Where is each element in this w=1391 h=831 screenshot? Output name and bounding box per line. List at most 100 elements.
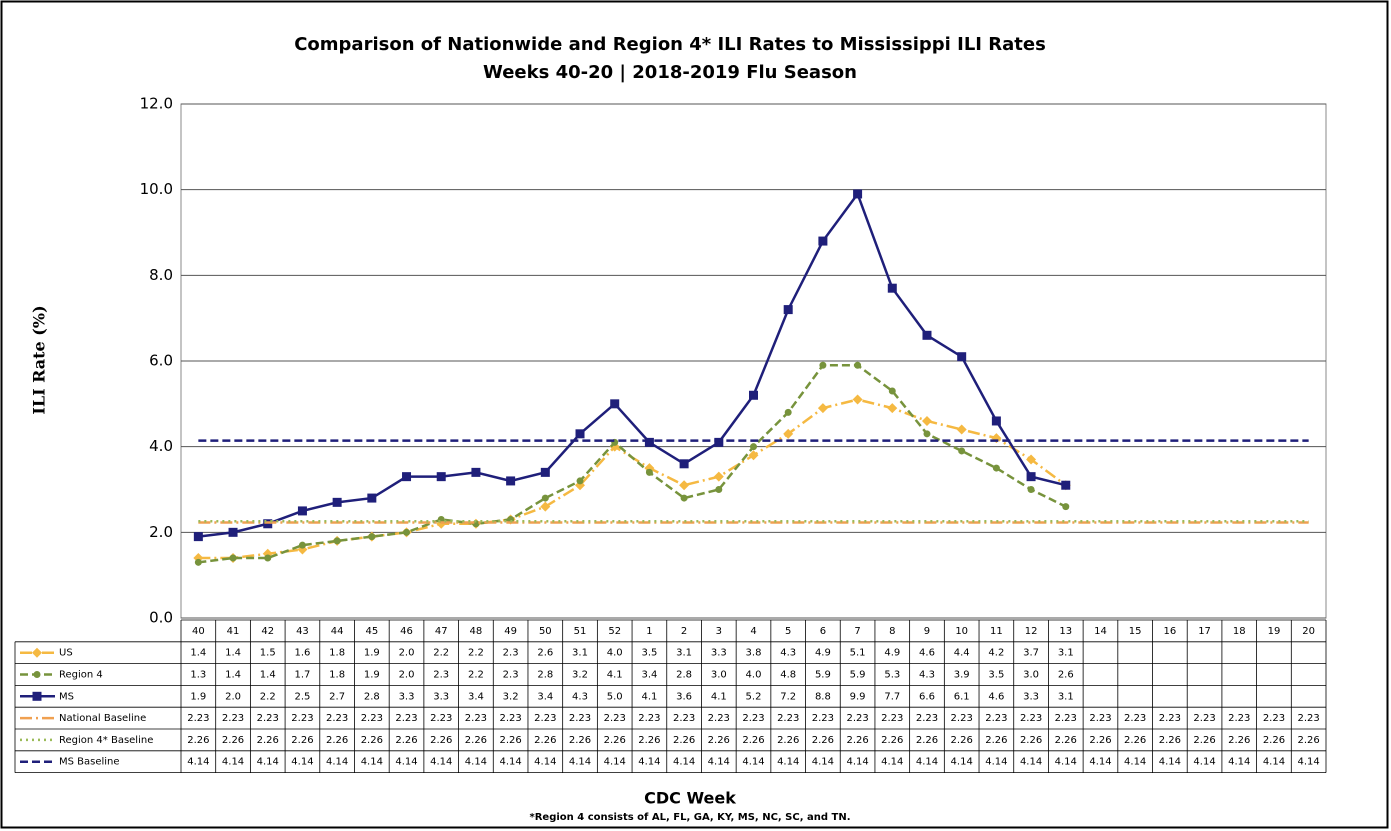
table-value: 2.0	[399, 648, 415, 659]
marker	[852, 394, 863, 405]
table-value: 2.26	[395, 735, 417, 746]
table-value: 2.23	[1124, 713, 1146, 724]
marker	[853, 189, 863, 199]
table-value: 4.3	[572, 691, 588, 702]
x-tick-label: 45	[365, 626, 378, 637]
table-value: 4.6	[919, 648, 935, 659]
y-axis-label: ILI Rate (%)	[30, 305, 49, 414]
table-value: 4.14	[1020, 757, 1042, 768]
marker	[714, 437, 724, 447]
table-value: 6.1	[954, 691, 970, 702]
table-value: 2.23	[499, 713, 521, 724]
table-value: 2.23	[1228, 713, 1250, 724]
table-value: 3.3	[711, 648, 727, 659]
table-value: 2.23	[1055, 713, 1077, 724]
table-value: 4.14	[395, 757, 417, 768]
legend-marker	[33, 671, 41, 678]
table-value: 4.1	[711, 691, 727, 702]
marker	[576, 477, 584, 485]
table-value: 2.6	[537, 648, 553, 659]
table-value: 3.1	[1058, 648, 1074, 659]
table-value: 2.26	[430, 735, 452, 746]
table-value: 2.0	[225, 691, 241, 702]
marker	[750, 443, 757, 451]
table-value: 5.9	[815, 670, 831, 681]
legend-label: MS	[59, 691, 74, 702]
table-value: 2.8	[364, 691, 380, 702]
table-value: 4.3	[780, 648, 796, 659]
table-value: 3.9	[954, 670, 970, 681]
marker	[991, 416, 1001, 426]
table-value: 3.0	[711, 670, 727, 681]
table-value: 2.23	[569, 713, 591, 724]
table-value: 2.6	[1058, 670, 1074, 681]
table-value: 2.23	[604, 713, 626, 724]
table-value: 3.3	[399, 691, 415, 702]
marker	[228, 527, 238, 537]
table-value: 1.7	[294, 670, 310, 681]
table-value: 2.23	[326, 713, 348, 724]
table-value: 1.3	[190, 670, 206, 681]
marker	[367, 493, 377, 503]
x-tick-label: 46	[400, 626, 413, 637]
table-value: 4.14	[985, 757, 1007, 768]
y-tick-label: 12.0	[140, 95, 173, 113]
legend-label: Region 4	[59, 670, 103, 681]
table-value: 2.23	[534, 713, 556, 724]
x-tick-label: 51	[574, 626, 587, 637]
table-value: 4.14	[187, 757, 209, 768]
marker	[1026, 454, 1037, 465]
marker	[715, 486, 723, 493]
series-line	[198, 191, 1067, 538]
table-value: 2.23	[708, 713, 730, 724]
y-tick-label: 0.0	[149, 609, 173, 627]
table-value: 2.26	[742, 735, 764, 746]
table-value: 2.26	[708, 735, 730, 746]
table-value: 2.26	[777, 735, 799, 746]
x-tick-label: 52	[608, 626, 621, 637]
table-value: 4.14	[534, 757, 556, 768]
table-value: 4.14	[777, 757, 799, 768]
table-value: 2.23	[1020, 713, 1042, 724]
table-value: 3.4	[641, 670, 657, 681]
x-tick-label: 40	[192, 626, 205, 637]
table-value: 2.23	[846, 713, 868, 724]
table-value: 4.14	[1298, 757, 1320, 768]
legend-label: MS Baseline	[59, 757, 120, 768]
table-value: 2.26	[916, 735, 938, 746]
table-value: 4.14	[1124, 757, 1146, 768]
table-value: 2.23	[465, 713, 487, 724]
marker	[436, 472, 446, 482]
table-value: 1.9	[190, 691, 206, 702]
table-value: 2.26	[1298, 735, 1320, 746]
x-tick-label: 50	[539, 626, 552, 637]
table-value: 4.14	[361, 757, 383, 768]
x-tick-label: 18	[1233, 626, 1246, 637]
table-value: 4.14	[1228, 757, 1250, 768]
marker	[471, 467, 481, 477]
table-value: 4.14	[569, 757, 591, 768]
x-tick-label: 8	[889, 626, 895, 637]
table-value: 4.14	[1193, 757, 1215, 768]
marker	[1027, 486, 1035, 493]
chart-subtitle: Weeks 40-20 | 2018-2019 Flu Season	[483, 62, 857, 83]
table-value: 2.23	[291, 713, 313, 724]
table-value: 3.6	[676, 691, 692, 702]
marker	[1061, 480, 1071, 490]
table-value: 4.1	[607, 670, 623, 681]
marker	[818, 236, 828, 246]
table-value: 4.14	[291, 757, 313, 768]
table-value: 8.8	[815, 691, 831, 702]
x-tick-label: 47	[435, 626, 448, 637]
table-value: 2.23	[257, 713, 279, 724]
table-value: 2.3	[433, 670, 449, 681]
table-value: 2.23	[916, 713, 938, 724]
x-tick-label: 42	[261, 626, 274, 637]
marker	[854, 361, 862, 369]
table-value: 2.26	[1193, 735, 1215, 746]
table-value: 5.1	[850, 648, 866, 659]
table-value: 4.14	[951, 757, 973, 768]
series-line	[198, 364, 1067, 564]
marker	[749, 390, 758, 400]
x-tick-label: 6	[820, 626, 826, 637]
